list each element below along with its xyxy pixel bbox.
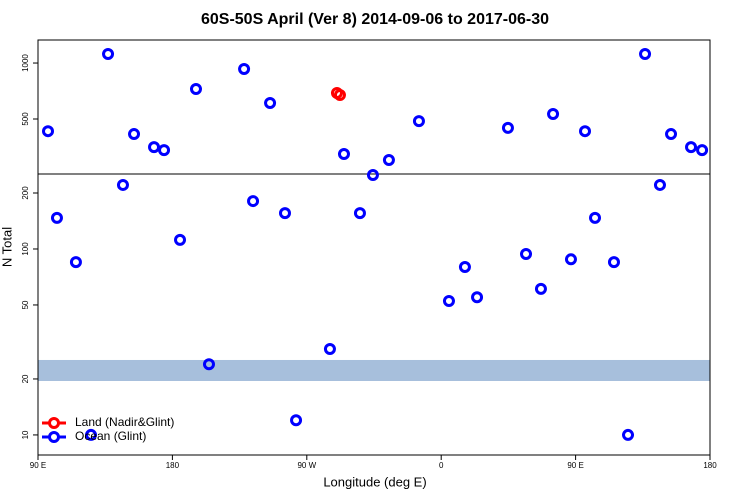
point [290,414,303,427]
point [696,144,709,157]
y-tick-label: 1000 [21,54,30,72]
x-tick-label: 90 W [297,461,316,470]
point [50,211,63,224]
point [102,48,115,61]
point [442,295,455,308]
y-tick-label: 500 [21,112,30,126]
point [116,178,129,191]
point [458,261,471,274]
point [158,144,171,157]
legend-label: Land (Nadir&Glint) [75,415,174,429]
point [174,233,187,246]
point [579,125,592,138]
point [42,125,55,138]
y-tick-label: 10 [21,430,30,439]
point [471,291,484,304]
point [653,178,666,191]
y-axis-label: N Total [0,227,14,267]
point [622,428,635,441]
point [333,89,346,102]
point [69,256,82,269]
point [412,115,425,128]
y-tick-label: 50 [21,300,30,309]
point [264,96,277,109]
point [534,282,547,295]
point [547,107,560,120]
point [148,141,161,154]
point [85,428,98,441]
y-tick-label: 100 [21,242,30,256]
point [639,48,652,61]
point [665,128,678,141]
legend-marker [48,431,60,443]
x-tick-label: 90 E [567,461,583,470]
point [564,253,577,266]
point [366,168,379,181]
point [607,256,620,269]
point [353,207,366,220]
reference-band [38,359,710,382]
y-tick-label: 20 [21,374,30,383]
y-tick-label: 200 [21,186,30,200]
point [202,358,215,371]
point [247,195,260,208]
x-tick-label: 180 [166,461,180,470]
point [520,247,533,260]
x-axis-label: Longitude (deg E) [323,474,426,489]
point [382,153,395,166]
x-tick-label: 180 [703,461,717,470]
point [189,83,202,96]
legend-label: Ocean (Glint) [75,429,146,443]
point [238,62,251,75]
chart-title: 60S-50S April (Ver 8) 2014-09-06 to 2017… [201,11,549,28]
point [501,121,514,134]
x-tick-label: 0 [439,461,444,470]
point [128,128,141,141]
point [337,148,350,161]
point [685,141,698,154]
legend-marker [48,417,60,429]
x-tick-label: 90 E [30,461,46,470]
plot-frame [37,39,711,456]
point [589,211,602,224]
point [278,207,291,220]
point [323,342,336,355]
